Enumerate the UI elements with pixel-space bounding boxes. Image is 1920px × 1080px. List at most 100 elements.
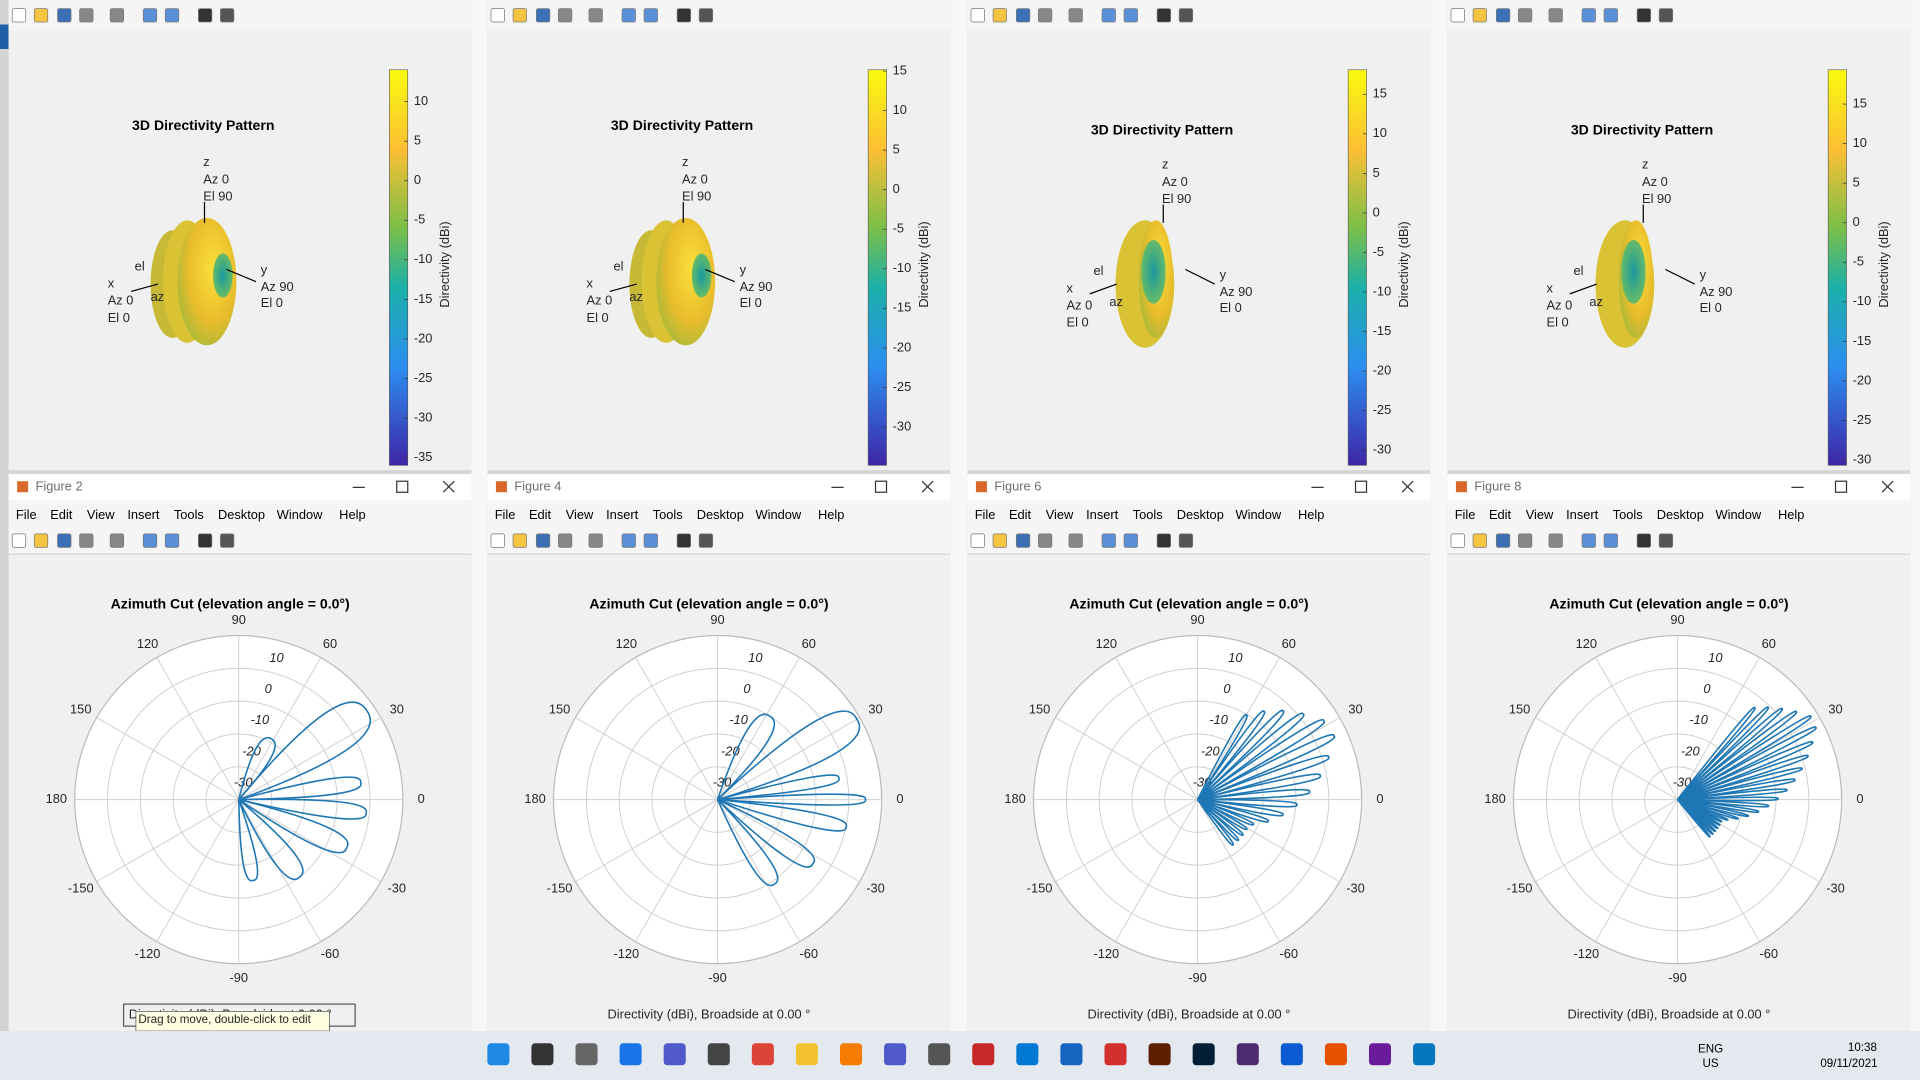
toolbar-button[interactable] [1101,8,1116,23]
menu-item[interactable]: Insert [1086,507,1119,522]
close-button[interactable] [921,480,934,493]
menu-item[interactable]: File [16,507,37,522]
menu-item[interactable]: Help [818,507,844,522]
toolbar-button[interactable] [643,8,658,23]
toolbar-button[interactable] [1450,8,1465,23]
menu-item[interactable]: Desktop [1657,507,1704,522]
taskbar-app[interactable] [1148,1043,1171,1066]
menu-item[interactable]: Edit [50,507,73,522]
toolbar-button[interactable] [11,8,27,23]
toolbar-button[interactable] [164,8,180,23]
menu-item[interactable]: Edit [1489,507,1512,522]
toolbar-button[interactable] [1101,533,1116,548]
menu-item[interactable]: View [566,507,594,522]
menu-item[interactable]: Insert [606,507,639,522]
taskbar-app[interactable] [575,1043,598,1066]
menu-item[interactable]: Desktop [1177,507,1224,522]
toolbar-button[interactable] [490,8,505,23]
toolbar-button[interactable] [1495,533,1511,548]
toolbar-button[interactable] [643,533,658,548]
toolbar-button[interactable] [1015,533,1031,548]
maximize-button[interactable] [1354,480,1368,493]
region[interactable]: US [1703,1057,1719,1070]
toolbar-button[interactable] [1636,533,1651,548]
menu-item[interactable]: File [1455,507,1476,522]
menu-item[interactable]: Tools [174,507,204,522]
toolbar-button[interactable] [109,533,125,548]
toolbar-button[interactable] [621,8,636,23]
taskbar-app[interactable] [1413,1043,1436,1066]
toolbar-button[interactable] [79,533,94,548]
taskbar-app[interactable] [1060,1043,1083,1066]
toolbar-button[interactable] [1472,533,1487,548]
toolbar-button[interactable] [1518,533,1533,548]
taskbar-app[interactable] [751,1043,774,1066]
toolbar-button[interactable] [1581,533,1596,548]
toolbar-button[interactable] [1548,8,1563,23]
close-button[interactable] [442,480,455,493]
taskbar-app[interactable] [928,1043,951,1066]
toolbar-button[interactable] [57,533,72,548]
close-button[interactable] [1881,480,1894,493]
toolbar-button[interactable] [1603,533,1618,548]
menu-item[interactable]: Tools [653,507,683,522]
language[interactable]: ENG [1698,1042,1723,1055]
toolbar-button[interactable] [1450,533,1465,548]
toolbar-button[interactable] [109,8,125,23]
toolbar-button[interactable] [1178,8,1194,23]
toolbar-button[interactable] [1068,533,1083,548]
toolbar-button[interactable] [558,8,573,23]
toolbar-button[interactable] [1472,8,1487,23]
toolbar-button[interactable] [1658,8,1674,23]
toolbar-button[interactable] [1068,8,1083,23]
toolbar-button[interactable] [1156,533,1171,548]
toolbar-button[interactable] [164,533,180,548]
toolbar-button[interactable] [1518,8,1533,23]
toolbar-button[interactable] [970,533,985,548]
toolbar-button[interactable] [33,533,49,548]
toolbar-button[interactable] [490,533,505,548]
toolbar-button[interactable] [1038,8,1053,23]
toolbar-button[interactable] [1123,8,1138,23]
toolbar-button[interactable] [1636,8,1651,23]
toolbar-button[interactable] [142,8,158,23]
menu-item[interactable]: Help [1298,507,1324,522]
menu-item[interactable]: View [1526,507,1554,522]
toolbar-button[interactable] [535,533,551,548]
clock-date[interactable]: 09/11/2021 [1820,1057,1877,1070]
taskbar-app[interactable] [972,1043,995,1066]
taskbar-app[interactable] [619,1043,642,1066]
toolbar-button[interactable] [1581,8,1596,23]
menu-item[interactable]: Insert [1566,507,1599,522]
menu-item[interactable]: Help [339,507,365,522]
toolbar-button[interactable] [621,533,636,548]
toolbar-button[interactable] [33,8,49,23]
toolbar-button[interactable] [676,8,691,23]
toolbar-button[interactable] [198,533,213,548]
taskbar-app[interactable] [795,1043,818,1066]
toolbar-button[interactable] [1658,533,1674,548]
maximize-button[interactable] [396,480,409,493]
toolbar-button[interactable] [970,8,985,23]
taskbar-app[interactable] [1016,1043,1039,1066]
taskbar-app[interactable] [1280,1043,1303,1066]
toolbar-button[interactable] [11,533,27,548]
toolbar-button[interactable] [535,8,551,23]
taskbar-app[interactable] [487,1043,510,1066]
menu-item[interactable]: Desktop [697,507,744,522]
toolbar-button[interactable] [1123,533,1138,548]
toolbar-button[interactable] [676,533,691,548]
taskbar-app[interactable] [1236,1043,1259,1066]
menu-item[interactable]: Desktop [218,507,265,522]
taskbar-app[interactable] [840,1043,863,1066]
menu-item[interactable]: Edit [529,507,552,522]
taskbar-app[interactable] [663,1043,686,1066]
toolbar-button[interactable] [698,8,714,23]
menu-item[interactable]: Window [1716,507,1762,522]
toolbar-button[interactable] [220,533,235,548]
taskbar-app[interactable] [707,1043,730,1066]
clock-time[interactable]: 10:38 [1848,1041,1877,1054]
menu-item[interactable]: Window [1236,507,1282,522]
menu-item[interactable]: File [495,507,516,522]
toolbar-button[interactable] [1156,8,1171,23]
